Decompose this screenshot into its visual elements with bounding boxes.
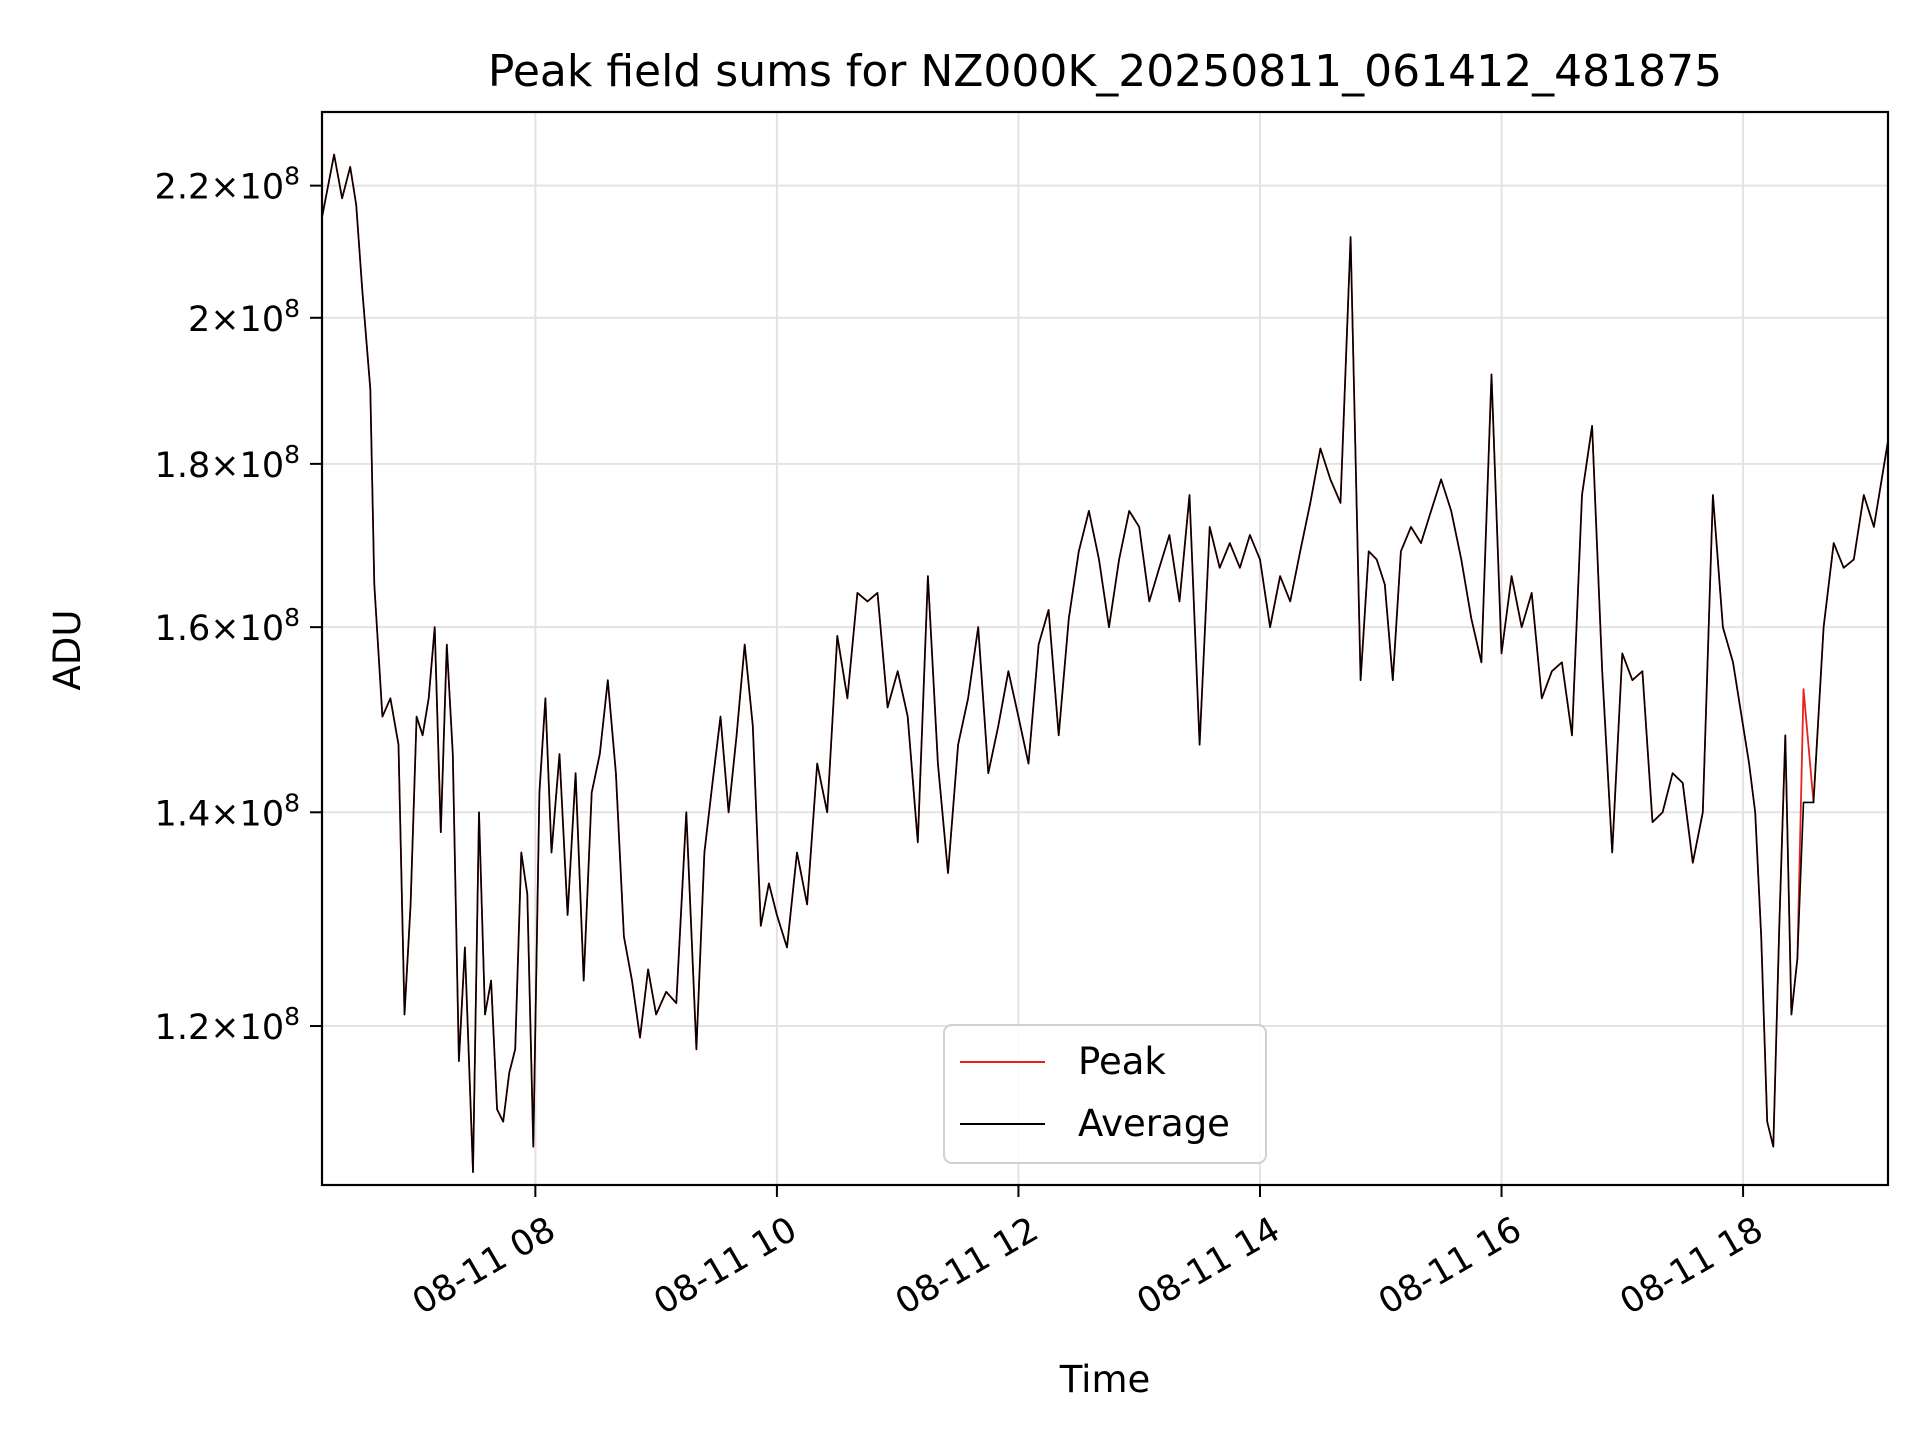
y-tick-mantissa: 1.6: [155, 609, 211, 649]
y-tick-exponent: 8: [284, 294, 300, 323]
series-lines: [321, 153, 1889, 1173]
y-tick-exponent: 8: [284, 1002, 300, 1031]
y-tick-exponent: 8: [284, 788, 300, 817]
y-tick-label: 1.8×108: [155, 440, 300, 486]
y-tick-label: 1.6×108: [155, 603, 300, 649]
x-axis-title: Time: [1059, 1358, 1151, 1401]
y-tick-label: 2.2×108: [155, 162, 300, 208]
y-tick-mantissa: 2: [188, 300, 210, 340]
chart-title: Peak field sums for NZ000K_20250811_0614…: [488, 46, 1722, 97]
y-tick-label: 2×108: [188, 294, 300, 340]
plot-frame: [320, 110, 1890, 1187]
y-tick-mantissa: 1.2: [155, 1008, 211, 1048]
legend-label-peak: Peak: [1078, 1040, 1166, 1083]
y-axis-ticks: 1.2×108 1.4×108 1.6×108 1.8×108 2×108 2.2×108: [155, 162, 322, 1048]
y-tick-mantissa: 1.8: [155, 446, 211, 486]
y-tick-label: 1.4×108: [155, 788, 300, 834]
y-tick-exponent: 8: [284, 603, 300, 632]
legend-box: [943, 1024, 1267, 1164]
y-axis-title: ADU: [46, 610, 89, 691]
legend: Peak Average: [943, 1024, 1267, 1164]
y-tick-exponent: 8: [284, 162, 300, 191]
legend-label-average: Average: [1078, 1102, 1230, 1145]
series-line-average: [321, 153, 1889, 1173]
y-tick-mantissa: 1.4: [155, 794, 211, 834]
y-tick-exponent: 8: [284, 440, 300, 469]
y-tick-label: 1.2×108: [155, 1002, 300, 1048]
y-tick-mantissa: 2.2: [155, 168, 211, 208]
